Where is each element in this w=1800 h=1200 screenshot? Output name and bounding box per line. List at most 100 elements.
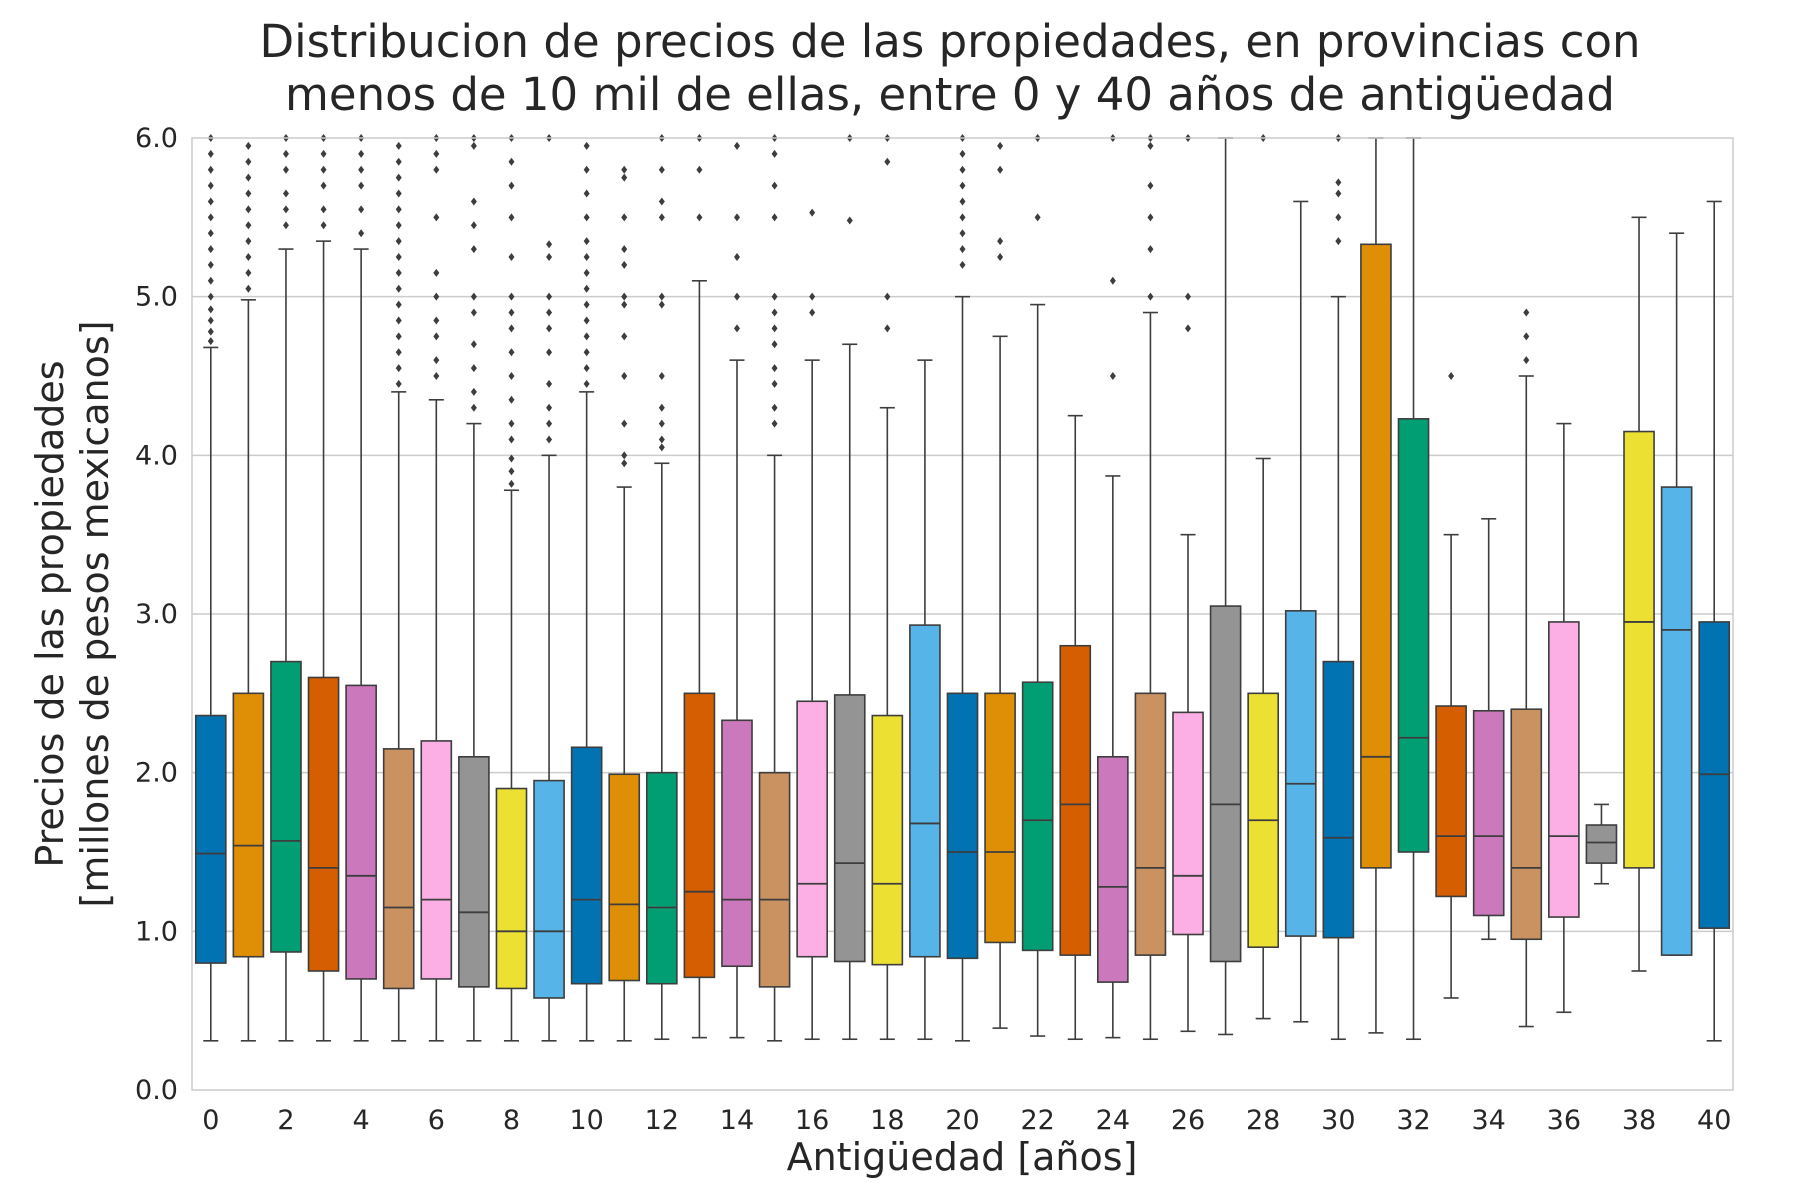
box-6 — [420, 134, 453, 1042]
outlier-point — [1147, 213, 1154, 222]
iqr-box — [796, 700, 828, 958]
outlier-point — [809, 208, 816, 217]
box-8 — [495, 134, 528, 1042]
box-37 — [1585, 803, 1618, 885]
outlier-point — [583, 213, 590, 222]
outlier-point — [508, 372, 515, 380]
x-tick-label: 34 — [1472, 1105, 1506, 1136]
box-28 — [1247, 134, 1280, 1020]
outlier-point — [395, 189, 402, 198]
outlier-point — [207, 316, 214, 325]
outlier-point — [508, 253, 515, 261]
iqr-box — [194, 714, 227, 964]
outlier-point — [771, 419, 778, 428]
iqr-box — [683, 692, 716, 979]
box-5 — [382, 141, 415, 1042]
iqr-box — [758, 771, 791, 988]
outlier-point — [771, 308, 778, 317]
outlier-point — [207, 305, 214, 314]
y-tick-label: 2.0 — [135, 758, 178, 789]
outlier-point — [395, 284, 402, 293]
outlier-point — [621, 245, 628, 254]
outlier-point — [583, 141, 590, 150]
outlier-point — [884, 324, 891, 333]
x-tick-label: 2 — [277, 1105, 294, 1136]
outlier-point — [358, 165, 365, 174]
outlier-point — [320, 149, 327, 158]
iqr-box — [1397, 418, 1430, 853]
outlier-point — [546, 403, 553, 412]
outlier-point — [733, 253, 740, 261]
outlier-point — [207, 337, 214, 346]
outlier-point — [433, 165, 440, 174]
x-tick-label: 28 — [1246, 1105, 1280, 1136]
outlier-point — [470, 387, 477, 396]
y-tick-label: 5.0 — [135, 282, 178, 313]
outlier-point — [207, 292, 214, 301]
outlier-point — [583, 189, 590, 198]
outlier-point — [658, 443, 665, 452]
iqr-box — [946, 692, 979, 960]
iqr-box — [1172, 711, 1204, 936]
outlier-point — [583, 348, 590, 357]
outlier-point — [621, 165, 628, 174]
outlier-point — [658, 300, 665, 309]
outlier-point — [959, 213, 966, 222]
iqr-box — [1623, 430, 1655, 869]
box-26 — [1172, 134, 1204, 1033]
y-tick-label: 0.0 — [135, 1075, 178, 1106]
iqr-box — [345, 684, 377, 980]
x-tick-label: 0 — [202, 1105, 219, 1136]
outlier-point — [245, 173, 252, 182]
outlier-point — [1034, 213, 1041, 222]
chart-title-line-1: Distribucion de precios de las propiedad… — [259, 15, 1640, 68]
box-15 — [758, 134, 791, 1042]
outlier-point — [733, 141, 740, 150]
outlier-point — [1335, 189, 1342, 198]
x-tick-label: 26 — [1171, 1105, 1205, 1136]
outlier-point — [245, 284, 252, 293]
outlier-point — [771, 181, 778, 190]
y-axis-label-line-1: Precios de las propiedades — [28, 360, 72, 867]
box-36 — [1548, 422, 1580, 1014]
box-35 — [1510, 308, 1543, 1028]
box-30 — [1322, 134, 1355, 1041]
outlier-point — [470, 403, 477, 412]
outlier-point — [1448, 372, 1455, 380]
outlier-point — [470, 340, 477, 349]
iqr-box — [495, 787, 528, 990]
outlier-point — [395, 300, 402, 309]
outlier-point — [583, 165, 590, 174]
iqr-box — [1360, 243, 1392, 869]
outlier-point — [696, 165, 703, 174]
outlier-point — [546, 324, 553, 333]
outlier-point — [997, 165, 1004, 174]
outlier-point — [621, 451, 628, 460]
outlier-point — [771, 149, 778, 158]
outlier-point — [583, 300, 590, 309]
outlier-point — [282, 149, 289, 158]
box-19 — [909, 359, 941, 1041]
outlier-point — [658, 403, 665, 412]
iqr-box — [871, 714, 904, 966]
outlier-point — [583, 237, 590, 246]
box-20 — [946, 134, 979, 1042]
outlier-point — [320, 165, 327, 174]
outlier-point — [1523, 356, 1530, 365]
outlier-point — [433, 332, 440, 341]
iqr-box — [1660, 486, 1693, 956]
iqr-box — [608, 773, 641, 982]
outlier-point — [470, 141, 477, 150]
outlier-point — [771, 403, 778, 412]
x-tick-label: 18 — [870, 1105, 904, 1136]
iqr-box — [1021, 681, 1054, 952]
outlier-point — [959, 229, 966, 238]
outlier-point — [395, 364, 402, 373]
x-tick-label: 32 — [1396, 1105, 1430, 1136]
outlier-point — [583, 316, 590, 325]
x-tick-label: 12 — [645, 1105, 679, 1136]
outlier-point — [621, 459, 628, 468]
x-tick-label: 14 — [720, 1105, 754, 1136]
outlier-point — [1335, 178, 1342, 187]
